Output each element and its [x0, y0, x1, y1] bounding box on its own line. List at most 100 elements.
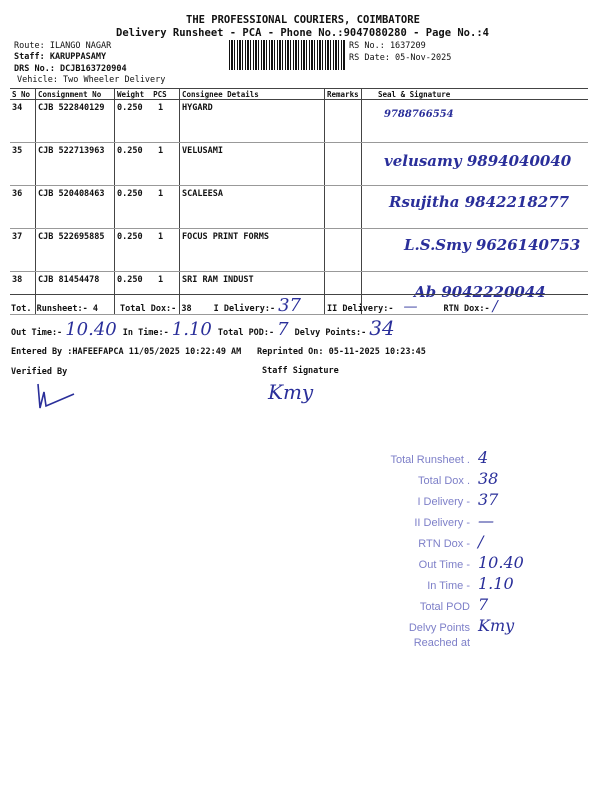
- vehicle: Vehicle: Two Wheeler Delivery: [17, 75, 166, 85]
- weight-pcs: 0.250 1: [114, 185, 180, 229]
- consignment-no: CJB 522713963: [35, 142, 115, 186]
- out-time-label: Out Time:-: [11, 328, 63, 338]
- table-row: 37 CJB 522695885 0.250 1 FOCUS PRINT FOR…: [10, 228, 588, 272]
- summary-stamp: Total Runsheet . 4 Total Dox . 38 I Delivery…: [372, 448, 524, 658]
- stamp-value: /: [478, 532, 484, 551]
- verifier-signature: [37, 383, 75, 409]
- weight-pcs: 0.250 1: [114, 228, 180, 272]
- summary-row-2: Out Time:- 10.40 In Time:- 1.10 Total PO…: [11, 318, 401, 340]
- i-delivery-value: 37: [278, 295, 301, 316]
- remarks: [324, 185, 362, 229]
- signature: Ab 9042220044: [361, 271, 588, 315]
- col-sno: S No: [10, 88, 36, 100]
- remarks: [324, 228, 362, 272]
- col-weight-pcs: Weight PCS: [114, 88, 180, 100]
- remarks: [324, 99, 362, 143]
- consignee: SCALEESA: [179, 185, 325, 229]
- consignee: SRI RAM INDUST: [179, 271, 325, 315]
- col-consignment: Consignment No: [35, 88, 115, 100]
- stamp-value: 10.40: [478, 553, 524, 572]
- stamp-row: II Delivery - —: [372, 511, 524, 532]
- consignment-no: CJB 522840129: [35, 99, 115, 143]
- i-delivery-label: I Delivery:-: [213, 304, 276, 314]
- consignee: FOCUS PRINT FORMS: [179, 228, 325, 272]
- stamp-value: 4: [478, 448, 489, 467]
- out-time-value: 10.40: [65, 319, 117, 340]
- stamp-label: Total Runsheet .: [390, 454, 471, 466]
- table-row: 36 CJB 520408463 0.250 1 SCALEESA Rsujit…: [10, 185, 588, 229]
- consignment-no: CJB 81454478: [35, 271, 115, 315]
- sno: 38: [10, 271, 36, 315]
- table-row: 38 CJB 81454478 0.250 1 SRI RAM INDUST A…: [10, 271, 588, 315]
- consignment-no: CJB 520408463: [35, 185, 115, 229]
- delvy-points-value: 34: [369, 316, 395, 340]
- signature: L.S.Smy 9626140753: [361, 228, 588, 272]
- stamp-label: In Time -: [427, 580, 470, 592]
- runsheet-title: Delivery Runsheet - PCA - Phone No.:9047…: [116, 27, 489, 39]
- ii-delivery-label: II Delivery:-: [326, 304, 394, 314]
- stamp-value: 38: [478, 469, 499, 488]
- table-row: 35 CJB 522713963 0.250 1 VELUSAMI velusa…: [10, 142, 588, 186]
- summary-row-1: Tot. Runsheet:- 4 Total Dox:- 38 I Deliv…: [11, 296, 504, 317]
- consignment-no: CJB 522695885: [35, 228, 115, 272]
- remarks: [324, 271, 362, 315]
- entered-by: Entered By :HAFEEFAPCA 11/05/2025 10:22:…: [11, 347, 242, 357]
- signature: Rsujitha 9842218277: [361, 185, 588, 229]
- signature: 9788766554: [361, 99, 588, 143]
- staff: Staff: KARUPPASAMY: [14, 52, 107, 62]
- total-pod-label: Total POD:-: [217, 328, 275, 338]
- consignee: HYGARD: [179, 99, 325, 143]
- stamp-value: 1.10: [478, 574, 514, 593]
- table-row: 34 CJB 522840129 0.250 1 HYGARD 97887665…: [10, 99, 588, 143]
- weight-pcs: 0.250 1: [114, 99, 180, 143]
- stamp-row: Reached at: [372, 637, 524, 658]
- total-dox: Total Dox:- 38: [120, 304, 192, 314]
- stamp-row: I Delivery - 37: [372, 490, 524, 511]
- stamp-label: Reached at: [413, 637, 470, 649]
- sno: 37: [10, 228, 36, 272]
- stamp-label: II Delivery -: [414, 517, 470, 529]
- staff-signature: Kmy: [268, 380, 314, 404]
- route: Route: ILANGO NAGAR: [14, 41, 112, 51]
- delvy-points-label: Delvy Points:-: [294, 328, 367, 338]
- sno: 34: [10, 99, 36, 143]
- stamp-label: Out Time -: [418, 559, 470, 571]
- consignee: VELUSAMI: [179, 142, 325, 186]
- stamp-label: Total POD: [419, 601, 470, 613]
- consignment-table: S No Consignment No Weight PCS Consignee…: [10, 88, 588, 315]
- sno: 35: [10, 142, 36, 186]
- col-remarks: Remarks: [324, 88, 362, 100]
- stamp-row: Delvy Points Kmy: [372, 616, 524, 637]
- signature: velusamy 9894040040: [361, 142, 588, 186]
- in-time-value: 1.10: [171, 319, 212, 340]
- reprinted-on: Reprinted On: 05-11-2025 10:23:45: [257, 347, 426, 357]
- rs-date: RS Date: 05-Nov-2025: [349, 53, 452, 63]
- stamp-value: —: [478, 511, 494, 530]
- stamp-row: Total POD 7: [372, 595, 524, 616]
- weight-pcs: 0.250 1: [114, 142, 180, 186]
- rtn-dox-label: RTN Dox:-: [443, 304, 490, 314]
- weight-pcs: 0.250 1: [114, 271, 180, 315]
- stamp-value: 7: [478, 595, 489, 614]
- total-pod-value: 7: [277, 319, 289, 340]
- stamp-label: Total Dox .: [418, 475, 470, 487]
- tot-runsheet: Tot. Runsheet:- 4: [11, 304, 98, 314]
- stamp-row: Total Dox . 38: [372, 469, 524, 490]
- stamp-row: Total Runsheet . 4: [372, 448, 524, 469]
- rtn-dox-value: /: [492, 297, 498, 315]
- stamp-label: RTN Dox -: [418, 538, 470, 550]
- verified-by: Verified By: [11, 367, 68, 377]
- remarks: [324, 142, 362, 186]
- stamp-value: 37: [478, 490, 499, 509]
- staff-signature-label: Staff Signature: [262, 366, 339, 376]
- company-name: THE PROFESSIONAL COURIERS, COIMBATORE: [186, 14, 420, 26]
- barcode: [229, 40, 346, 70]
- stamp-row: In Time - 1.10: [372, 574, 524, 595]
- stamp-row: Out Time - 10.40: [372, 553, 524, 574]
- stamp-row: RTN Dox - /: [372, 532, 524, 553]
- ii-delivery-value: —: [403, 299, 418, 315]
- stamp-label: Delvy Points: [408, 622, 470, 634]
- rs-no: RS No.: 1637209: [349, 41, 426, 51]
- col-signature: Seal & Signature: [361, 88, 588, 100]
